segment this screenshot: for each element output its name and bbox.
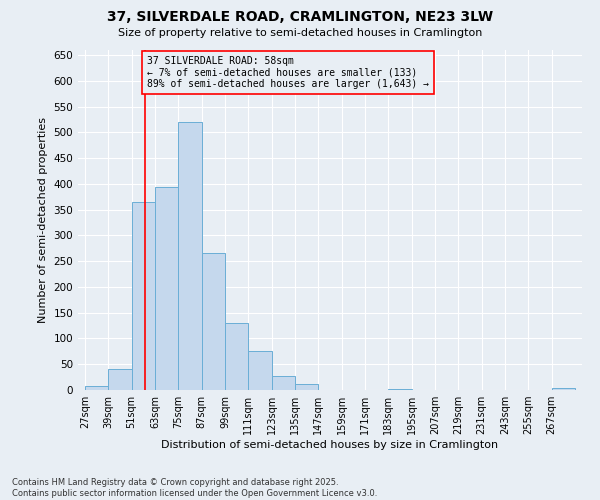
Y-axis label: Number of semi-detached properties: Number of semi-detached properties [38,117,48,323]
Bar [551,388,575,390]
Text: 37, SILVERDALE ROAD, CRAMLINGTON, NE23 3LW: 37, SILVERDALE ROAD, CRAMLINGTON, NE23 3… [107,10,493,24]
X-axis label: Distribution of semi-detached houses by size in Cramlington: Distribution of semi-detached houses by … [161,440,499,450]
Bar [85,386,109,390]
Text: Size of property relative to semi-detached houses in Cramlington: Size of property relative to semi-detach… [118,28,482,38]
Bar [295,384,319,390]
Bar [202,254,225,390]
Bar [248,352,272,390]
Text: 37 SILVERDALE ROAD: 58sqm
← 7% of semi-detached houses are smaller (133)
89% of : 37 SILVERDALE ROAD: 58sqm ← 7% of semi-d… [147,56,429,90]
Bar [109,370,131,390]
Bar [272,376,295,390]
Bar [388,389,412,390]
Bar [178,122,202,390]
Text: Contains HM Land Registry data © Crown copyright and database right 2025.
Contai: Contains HM Land Registry data © Crown c… [12,478,377,498]
Bar [131,202,155,390]
Bar [155,186,178,390]
Bar [225,323,248,390]
